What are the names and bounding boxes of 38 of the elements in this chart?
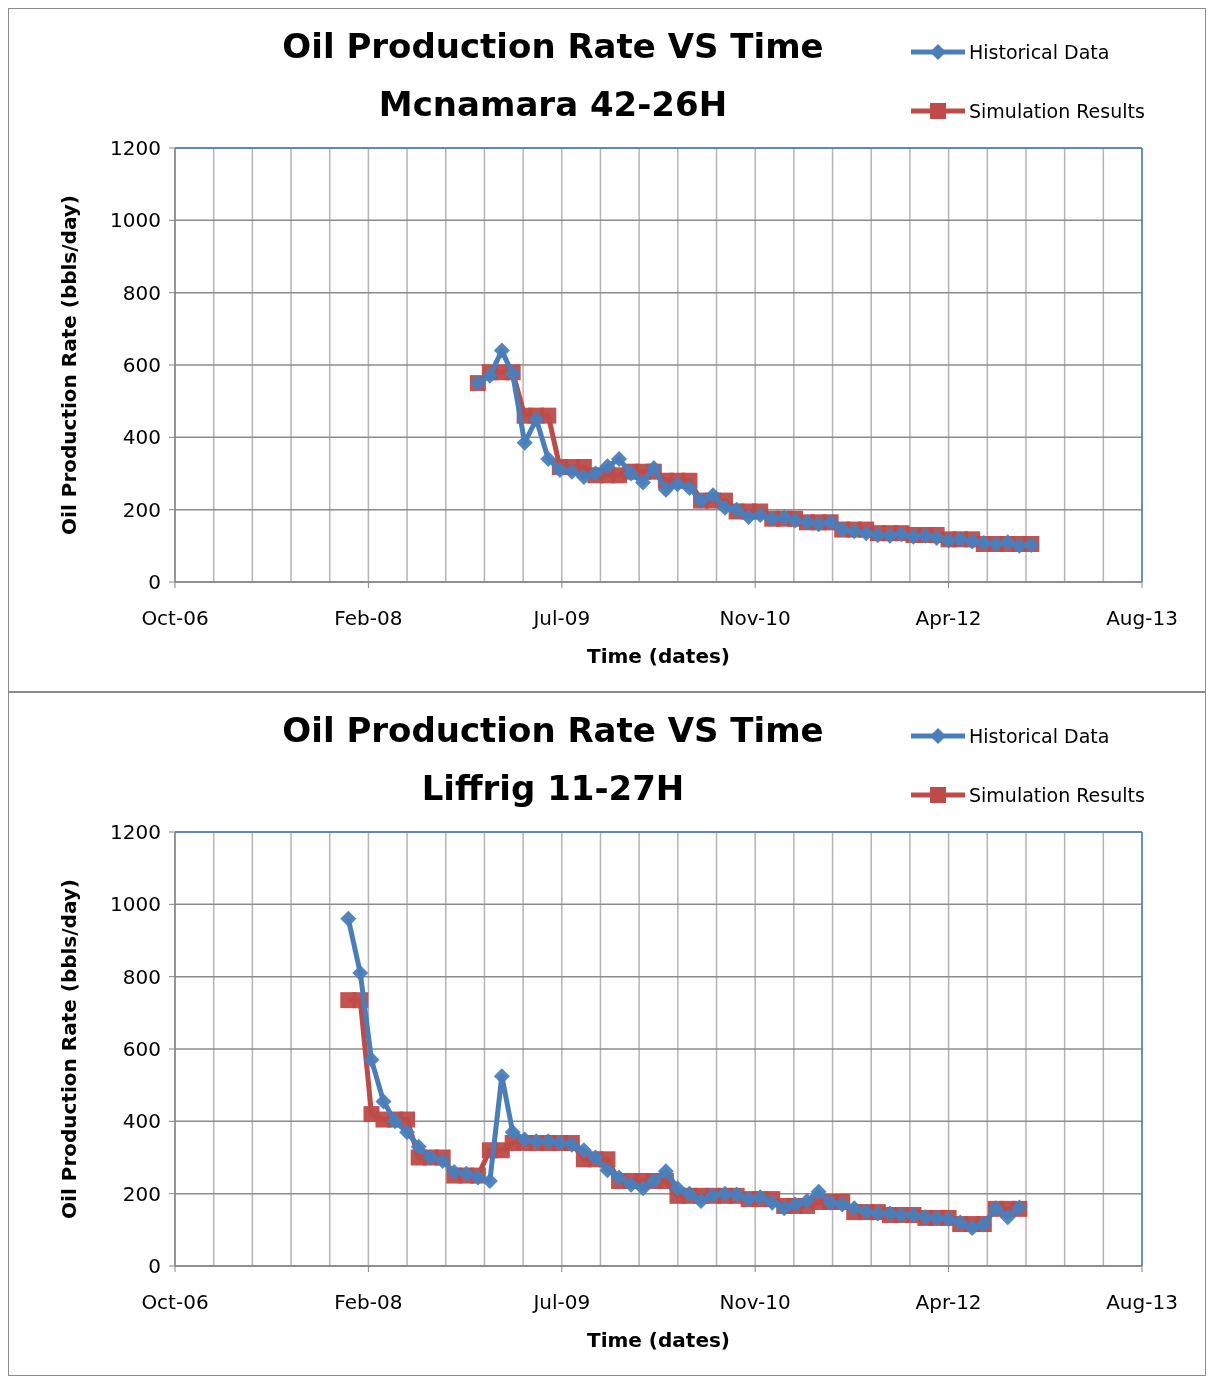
y-tick-label: 1200	[110, 820, 161, 844]
x-tick-label: Oct-06	[141, 606, 209, 630]
y-tick-label: 400	[122, 1109, 161, 1134]
y-tick-label: 0	[148, 570, 161, 594]
y-tick-label: 1000	[110, 892, 161, 917]
x-tick-label: Apr-12	[915, 1290, 982, 1314]
legend-label: Simulation Results	[969, 784, 1145, 806]
x-tick-label: Feb-08	[334, 1290, 403, 1314]
y-tick-label: 800	[122, 964, 161, 989]
chart-title: Oil Production Rate VS Time	[282, 26, 824, 66]
y-tick-label: 1200	[110, 136, 161, 160]
y-axis-title: Oil Production Rate (bbls/day)	[57, 195, 81, 535]
y-tick-label: 200	[122, 497, 161, 522]
x-tick-label: Jul-09	[531, 606, 591, 630]
y-tick-label: 1000	[110, 208, 161, 233]
chart-subtitle: Liffrig 11-27H	[421, 768, 685, 808]
y-tick-label: 800	[122, 280, 161, 305]
y-tick-label: 600	[122, 353, 161, 377]
x-tick-label: Nov-10	[719, 1290, 791, 1314]
legend-label: Historical Data	[969, 41, 1110, 63]
chart-subtitle: Mcnamara 42-26H	[378, 84, 728, 124]
x-tick-label: Apr-12	[915, 606, 982, 630]
x-tick-label: Oct-06	[141, 1290, 209, 1314]
x-tick-label: Aug-13	[1106, 1290, 1178, 1314]
legend-label: Historical Data	[969, 725, 1110, 747]
x-tick-label: Nov-10	[719, 606, 791, 630]
chart-title: Oil Production Rate VS Time	[282, 710, 824, 750]
y-tick-label: 200	[122, 1181, 161, 1206]
y-axis-title: Oil Production Rate (bbls/day)	[57, 879, 81, 1219]
x-tick-label: Jul-09	[531, 1290, 591, 1314]
x-tick-label: Feb-08	[334, 606, 403, 630]
y-tick-label: 400	[122, 425, 161, 450]
y-tick-label: 0	[148, 1254, 161, 1278]
x-axis-title: Time (dates)	[587, 644, 730, 668]
legend-label: Simulation Results	[969, 100, 1145, 122]
x-axis-title: Time (dates)	[587, 1328, 730, 1352]
y-tick-label: 600	[122, 1037, 161, 1061]
x-tick-label: Aug-13	[1106, 606, 1178, 630]
